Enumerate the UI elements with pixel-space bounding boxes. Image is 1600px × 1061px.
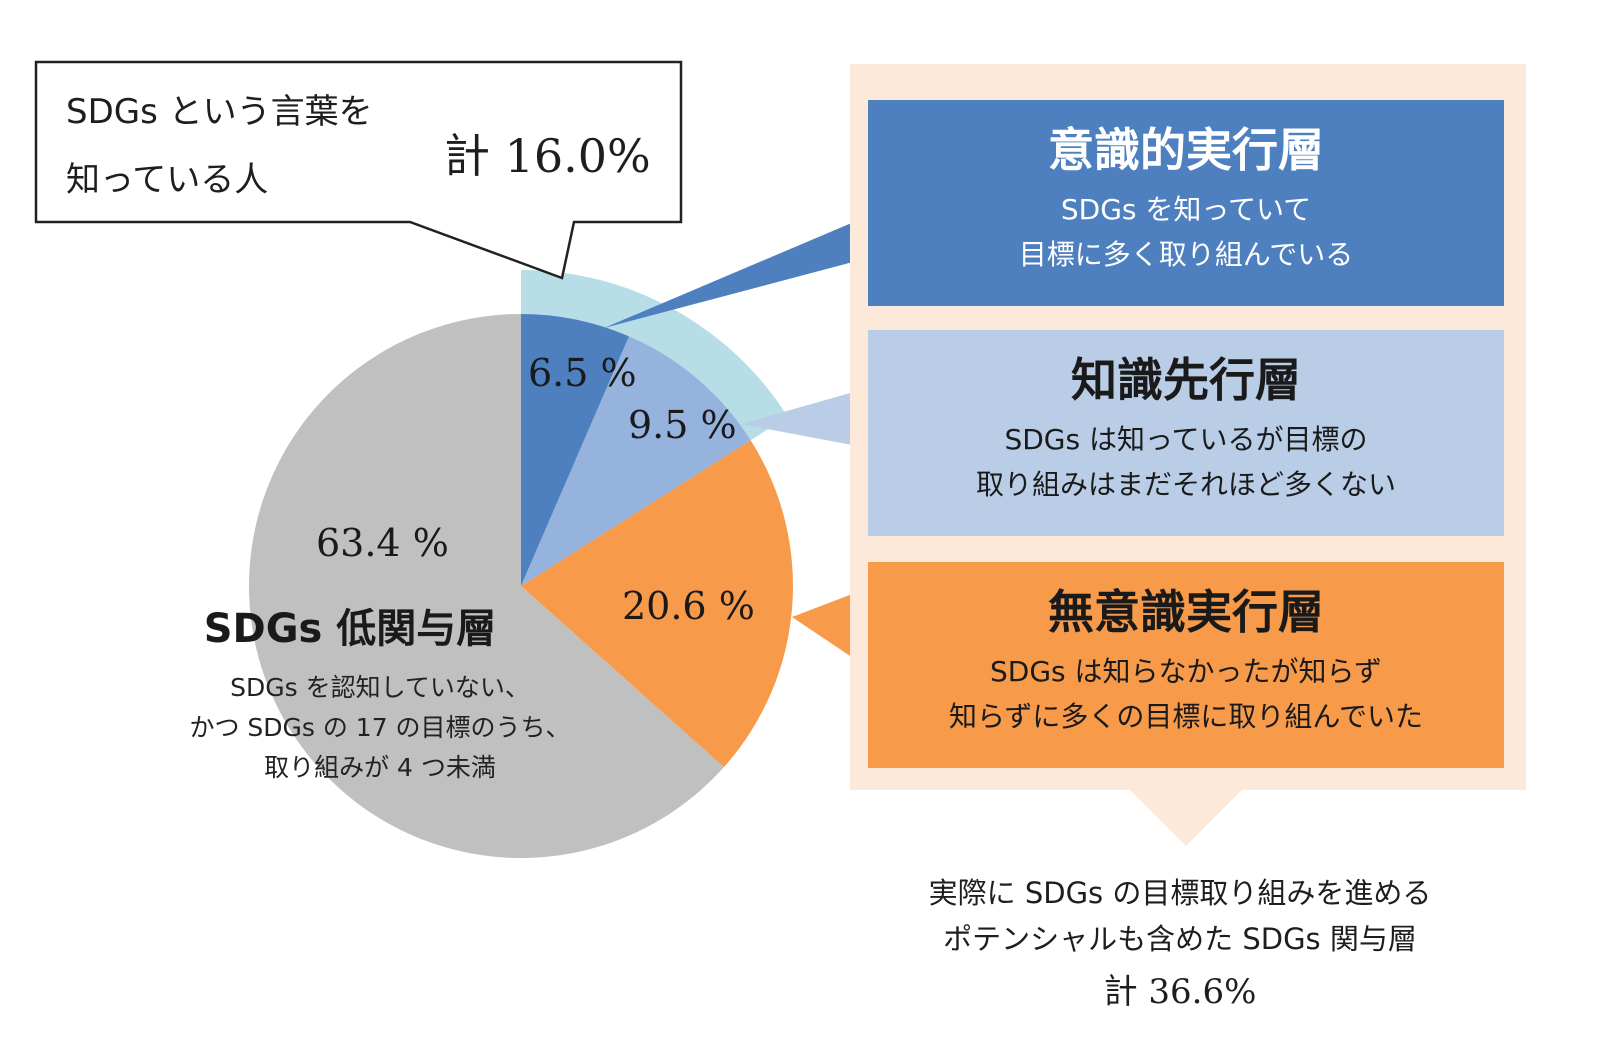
pie-slices: [249, 270, 793, 859]
box-knowledge-title: 知識先行層: [1071, 353, 1301, 407]
callout-line2: 知っている人: [66, 160, 269, 200]
pie-slice-low: [249, 314, 724, 859]
box-knowledge-desc-line1: SDGs は知っているが目標の: [1004, 423, 1368, 456]
summary-total: 計 36.6%: [1103, 971, 1257, 1012]
box-knowledge-desc-line2: 取り組みはまだそれほど多くない: [975, 467, 1396, 501]
low-desc-line1: SDGs を認知していない、: [230, 673, 530, 702]
box-conscious-practice: 意識的実行層 SDGs を知っていて 目標に多く取り組んでいる: [868, 100, 1504, 306]
low-involvement-title: SDGs 低関与層: [203, 606, 497, 652]
pie-slice-unconscious: [521, 440, 793, 768]
connector-unconscious: [792, 588, 868, 668]
slice-label-conscious: 6.5 %: [528, 351, 637, 395]
slice-label-knowledge: 9.5 %: [628, 403, 737, 447]
slice-label-low: 63.4 %: [316, 521, 449, 565]
speech-bubble: [34, 60, 683, 280]
summary-line2: ポテンシャルも含めた SDGs 関与層: [943, 922, 1417, 957]
box-unconscious-practice: 無意識実行層 SDGs は知らなかったが知らず 知らずに多くの目標に取り組んでい…: [868, 562, 1504, 768]
box-unconscious-desc: SDGs は知らなかったが知らず 知らずに多くの目標に取り組んでいた: [868, 650, 1504, 740]
low-involvement-desc: SDGs を認知していない、 かつ SDGs の 17 の目標のうち、 取り組み…: [150, 668, 610, 788]
slice-label-unconscious: 20.6 %: [622, 584, 755, 628]
box-unconscious-desc-line2: 知らずに多くの目標に取り組んでいた: [948, 699, 1424, 733]
box-unconscious-title: 無意識実行層: [1048, 585, 1324, 639]
summary-line1: 実際に SDGs の目標取り組みを進める: [928, 876, 1432, 910]
pie-slice-conscious: [521, 314, 630, 586]
callout-bubble: [34, 60, 683, 280]
slice-labels: 6.5 % 9.5 % 20.6 % 63.4 %: [316, 351, 755, 628]
box-conscious-desc-line1: SDGs を知っていて: [1060, 193, 1312, 226]
slice-connectors: [604, 216, 868, 668]
connector-knowledge: [741, 388, 868, 448]
callout-line1: SDGs という言葉を: [66, 92, 373, 132]
low-desc-line3: 取り組みが 4 つ未満: [264, 753, 496, 782]
box-conscious-desc-line2: 目標に多く取り組んでいる: [1018, 237, 1354, 271]
panel-pointer: [1130, 790, 1242, 846]
box-conscious-desc: SDGs を知っていて 目標に多く取り組んでいる: [868, 188, 1504, 278]
callout-total: 計 16.0%: [444, 129, 651, 183]
box-knowledge-desc: SDGs は知っているが目標の 取り組みはまだそれほど多くない: [868, 418, 1504, 508]
low-desc-line2: かつ SDGs の 17 の目標のうち、: [189, 713, 571, 742]
pie-slice-knowledge: [521, 336, 751, 586]
panel-pointer-triangle: [1130, 790, 1242, 846]
box-conscious-title: 意識的実行層: [1048, 123, 1324, 177]
involved-summary: 実際に SDGs の目標取り組みを進める ポテンシャルも含めた SDGs 関与層…: [860, 870, 1500, 1019]
box-unconscious-desc-line1: SDGs は知らなかったが知らず: [990, 655, 1382, 688]
connector-conscious: [604, 216, 868, 328]
box-knowledge-first: 知識先行層 SDGs は知っているが目標の 取り組みはまだそれほど多くない: [868, 330, 1504, 536]
